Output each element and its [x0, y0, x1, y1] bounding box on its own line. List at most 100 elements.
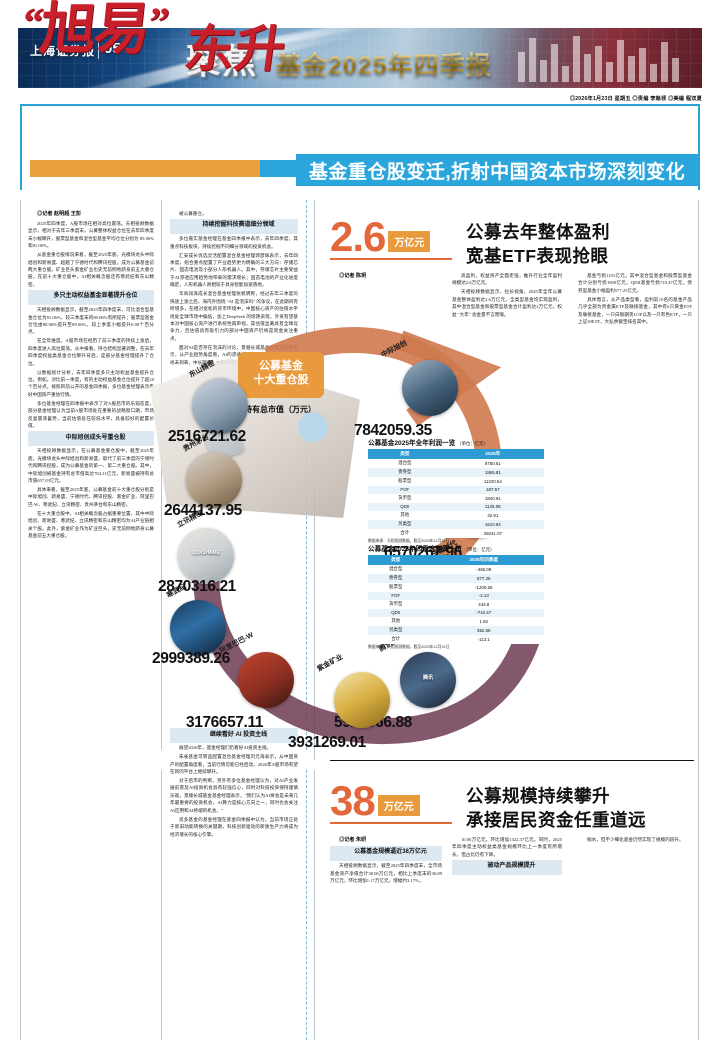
table-cell: 另类型 [368, 625, 424, 635]
node-value: 2516721.62 [168, 428, 246, 445]
table-row: 债券型 577.25 [368, 573, 544, 583]
headline-top-line1: 公募去年整体盈利 [466, 222, 610, 242]
table-cell: 1840.91 [441, 493, 544, 503]
table-row: FOF -2.13 [368, 591, 544, 600]
rt-b-para-1: 天相投顾数据显示，拉长视角，2025年全年公募基金整体盈利达2.6万亿元，全类型… [452, 289, 562, 317]
node-photo [238, 652, 294, 708]
column1-para-1: 从基金重仓股情况来看，截至2025年底，光模块龙头中际旭创和新易盛、超越了宁德时… [28, 252, 154, 287]
headline-top-unit: 万亿元 [388, 230, 431, 252]
column2-s1-para-1: 朱雀基金可转品配置混合基金经理刘元海表示，从中国资产的配置角度看，当前行情可能已… [170, 754, 298, 775]
column-rule-5 [306, 770, 307, 1040]
title-orange-bar [30, 160, 260, 177]
article-column-1: ◎记者 赵明超 王彭 2025年四季度，A股市场在相对高位震荡。天相投顾数据显示… [28, 210, 154, 541]
headline-bottom-byline: ◎记者 朱妍 [339, 837, 367, 843]
node-zhongji-xuchuang: 中际旭创 7842059.35 [354, 340, 458, 439]
table-year-caption-text: 公募基金2025年全年利润一览 [368, 440, 456, 447]
node-zijin-mining: 紫金矿业 3931269.01 [288, 654, 390, 751]
column2-para-0: 被公募重仓。 [179, 211, 207, 216]
table-cell: 股票型 [368, 476, 442, 486]
headline-bottom-rule [330, 821, 452, 824]
table-q4-grid: 类型 2025年四季度 混合型 -465.08 债券型 577.25 股票型 -1200.… [368, 555, 544, 644]
column2-section-head-0: 持续挖掘科技赛道细分领域 [170, 218, 298, 234]
table-cell: 混合型 [368, 458, 442, 468]
table-q4-th-1: 2025年四季度 [423, 555, 544, 565]
table-cell: 1125.08 [441, 502, 544, 511]
node-luxshare: 立讯精密 LUXSHARE 2870316.21 [158, 510, 236, 595]
headline-bottom-unit: 万亿元 [377, 794, 420, 816]
headline-word-1: 旭易 [36, 0, 152, 61]
table-cell: 混合型 [368, 564, 424, 574]
column2-s1-para-0: 展望2026年，基金经理们仍看好AI投资主线。 [179, 745, 272, 751]
table-q4-th-0: 类型 [368, 555, 424, 565]
column-rule-4 [161, 770, 162, 1040]
table-q4-source: 数据来源：天相投顾数据，截至2025年12月31日 [368, 645, 450, 650]
node-photo-caption: LUXSHARE [192, 550, 220, 557]
table-cell: -465.08 [423, 564, 544, 574]
right-bottom-col-c: 缩水，但不少细化基金仍然实现了规模的跃升。 [578, 836, 692, 845]
title-frame-right-rule [698, 104, 700, 190]
node-photo: 腾讯 [400, 652, 456, 708]
rt-c-para-1: 具体而言，从产品类型看，盈利前10名的基金产品几乎全部为贵金属ETF及联接基金，… [578, 296, 692, 325]
right-top-col-a: ◎记者 陈玥 [330, 272, 442, 282]
table-cell: 货币型 [368, 493, 442, 503]
node-alibaba: 阿里巴巴-W 3176657.11 [186, 632, 294, 731]
headline-art-part1: “旭易” [19, 0, 170, 61]
node-cambricon: 寒武纪 2999389.26 [152, 583, 230, 667]
rb-section-head2: 被动产品规模提升 [452, 859, 562, 875]
headline-top-number: 2.6 [330, 213, 386, 260]
table-cell: 债券型 [368, 573, 424, 583]
table-cell: 1.82 [423, 616, 544, 626]
headline-bottom-line2: 承接居民资金任重道远 [466, 810, 646, 831]
node-photo: LUXSHARE [178, 528, 234, 584]
table-cell: 股票型 [368, 582, 424, 592]
page-right-rule [698, 200, 699, 1040]
table-cell: -1200.55 [423, 582, 544, 592]
blue-dot-decor [298, 412, 328, 442]
node-value: 2999389.26 [152, 650, 230, 667]
table-row: 股票型 -1200.55 [368, 582, 544, 592]
table-year-unit: （单位：亿元） [457, 441, 488, 446]
table-year-profit: 公募基金2025年全年利润一览 （单位：亿元） 类型 2025年 混合型 8750… [368, 437, 544, 544]
table-q4-caption: 公募基金2025年四季度利润一览 （单位：亿元） [368, 543, 544, 553]
table-cell: 187.57 [441, 485, 544, 494]
column1-section-head-0: 多只主动权益基金显著提升仓位 [28, 289, 154, 305]
node-photo [186, 452, 242, 508]
table-year-caption: 公募基金2025年全年利润一览 （单位：亿元） [368, 437, 544, 447]
table-cell: QDII [368, 502, 442, 511]
column1-s1-para-1: 具体来看，截至2025年底，公募基金前十大重仓股分别是中际旭创、新易盛、宁德时代… [28, 486, 154, 507]
column2-s0-para-1: 汇安成长优选灵活配置混合基金经理郭彦辉表示，去年四季度，组合重点配置了产业趋势更… [170, 252, 298, 288]
section-title: 聚焦 [186, 44, 258, 81]
column1-s1-para-0: 天相投顾数据显示，在公募基金重仓股中，截至2025年底，光模块龙头中际旭创和新易… [28, 448, 154, 484]
headline-top-rule [330, 257, 452, 260]
column-rule-1 [161, 200, 162, 750]
column1-para-0: 2025年四季度，A股市场在相对高位震荡。天相投顾数据显示，相对于去年三季度末，… [28, 220, 154, 249]
column-rule-6 [314, 770, 315, 1040]
table-row: 债券型 1865.81 [368, 467, 544, 477]
column1-byline: ◎记者 赵明超 王彭 [37, 211, 82, 217]
table-row: QDII 1125.08 [368, 502, 544, 511]
headline-art-part2: 东升 [181, 21, 289, 77]
column2-s0-para-2: 华商润泽成长混合基金经理张帆明称，经过去年三季度的快速上涨之后，海内外围绕 “A… [170, 291, 298, 341]
table-cell: QDII [368, 608, 424, 617]
table-year-body: 混合型 8750.61 债券型 1865.81 股票型 11220.64 FOF 187.57… [368, 458, 544, 538]
table-cell: -2.13 [423, 591, 544, 600]
node-photo [192, 378, 248, 434]
right-top-col-b: 高盈利，权益资产全面走强，推升行业全年盈利规模达2.6万亿元。 天相投顾数据显示… [452, 272, 562, 320]
table-cell: 577.25 [423, 573, 544, 583]
node-value: 2644137.95 [164, 502, 242, 519]
headline-top-title: 公募去年整体盈利 宽基ETF表现抢眼 [466, 220, 610, 268]
masthead-subtitle: 基金2025年四季报 [276, 46, 492, 82]
headline-top-byline: ◎记者 陈玥 [339, 273, 367, 279]
table-cell: 其他 [368, 616, 424, 626]
table-row: 另类型 1610.94 [368, 519, 544, 529]
node-dongshan-precision: 东山精密 2516721.62 [168, 360, 248, 445]
table-row: 合计 -113.1 [368, 634, 544, 644]
table-row: 合计 26041.07 [368, 528, 544, 538]
masthead-bar-chart-decor [518, 32, 688, 86]
table-cell: 32.91 [441, 510, 544, 520]
column1-s0-para-3: 多位基金经理在四季报中表示了对A股后市的乐观态度，部分基金经理认为当前A股市场处… [28, 400, 154, 429]
node-photo [402, 360, 458, 416]
column2-s0-para-0: 多位嘉实基金经理在基金四季报中表示，去年四季度，其重点科技板块，持续挖掘不同细分… [170, 236, 298, 249]
column1-section-head-1: 中际旭创成头号重仓股 [28, 431, 154, 446]
table-row: 混合型 -465.08 [368, 564, 544, 574]
